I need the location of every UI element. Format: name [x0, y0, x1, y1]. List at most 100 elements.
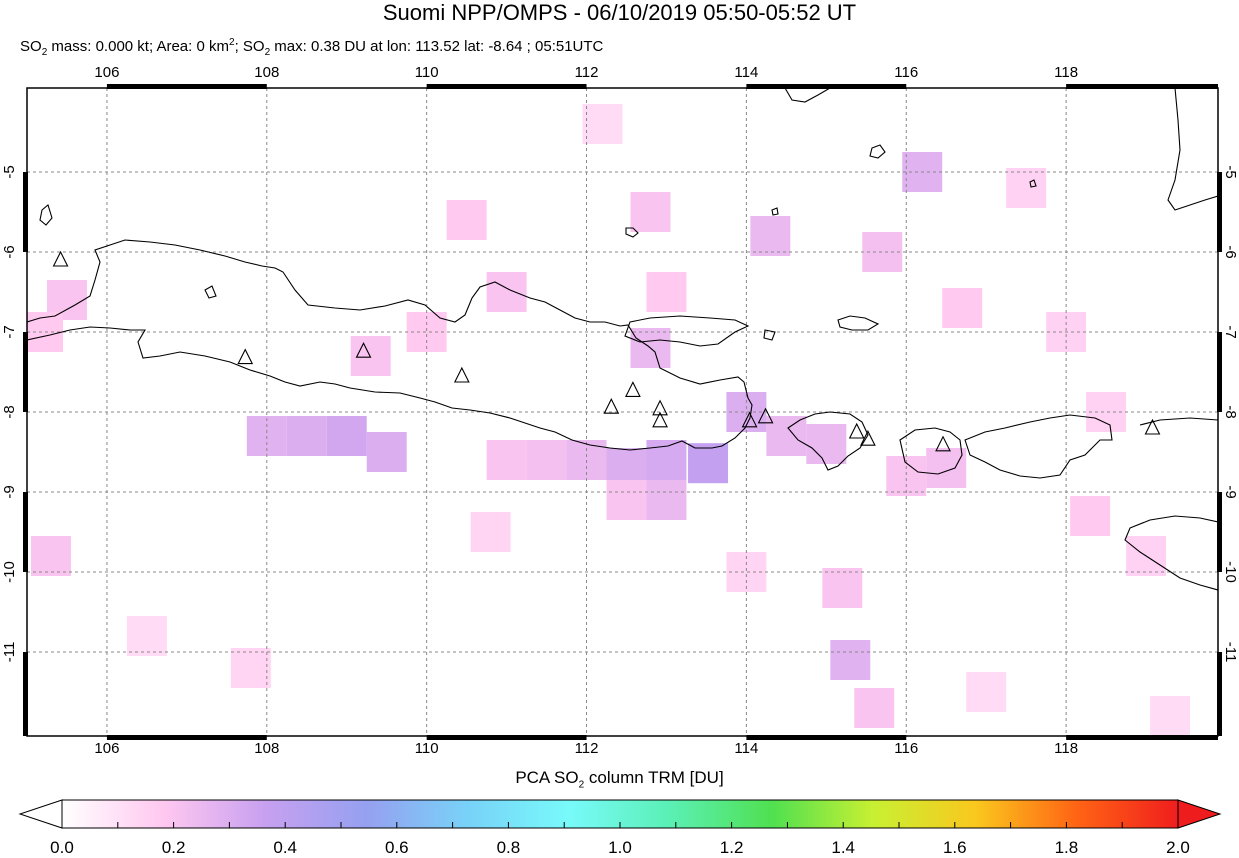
coastline-madura — [624, 315, 750, 347]
lon-tick-label: 110 — [415, 64, 439, 81]
lon-tick-label: 116 — [894, 64, 918, 81]
lon-tick-label: 112 — [575, 64, 599, 81]
frame-bar — [1217, 492, 1222, 572]
lat-tick-label: -7 — [1222, 325, 1239, 338]
coastline-island-5 — [1029, 179, 1037, 188]
volcano-icon — [355, 341, 372, 358]
volcano-icon — [603, 397, 620, 414]
frame-bar — [106, 84, 267, 89]
colorbar-label: 1.0 — [608, 838, 632, 857]
volcano-icon — [757, 407, 774, 424]
lon-tick-label: 118 — [1054, 64, 1078, 81]
frame-bar — [23, 332, 28, 412]
colorbar-label: 0.6 — [384, 838, 409, 857]
so2-cell — [942, 288, 983, 328]
lat-tick-label: -10 — [1, 561, 18, 583]
lon-tick-label: 106 — [94, 740, 119, 757]
so2-cell — [470, 512, 511, 552]
colorbar-label: 0.2 — [161, 838, 186, 857]
map-gridlines — [27, 88, 1218, 736]
so2-cell — [366, 432, 407, 472]
coastline-island-2 — [204, 285, 217, 299]
coastline-island-6 — [771, 207, 779, 216]
frame-bar — [106, 735, 267, 740]
frame-bar — [746, 735, 907, 740]
lon-tick-label: 114 — [734, 64, 758, 81]
lat-tick-label: -5 — [1222, 165, 1239, 178]
lat-tick-label: -11 — [1, 642, 18, 663]
so2-cell — [966, 672, 1007, 712]
volcano-icon — [860, 429, 876, 446]
so2-cell — [30, 536, 71, 576]
colorbar-label: 1.2 — [719, 838, 744, 857]
coastline-java — [27, 239, 753, 451]
so2-cell — [486, 272, 527, 312]
colorbar-label: 0.4 — [273, 838, 298, 857]
volcano-icon — [935, 435, 951, 452]
so2-cell — [326, 416, 367, 456]
lat-tick-label: -11 — [1222, 642, 1239, 663]
lon-tick-label: 108 — [254, 740, 279, 757]
frame-bar — [23, 652, 28, 736]
coastline-flores — [1139, 417, 1218, 426]
volcano-icon — [652, 411, 668, 428]
lon-tick-label: 116 — [894, 740, 918, 757]
so2-cell — [1006, 168, 1047, 208]
frame-bar — [1066, 84, 1218, 89]
lat-tick-label: -8 — [1, 405, 18, 418]
so2-cell — [1070, 496, 1111, 536]
so2-cell — [286, 416, 327, 456]
coastline-island-4 — [869, 144, 886, 159]
so2-cell — [606, 480, 647, 520]
colorbar-label: 2.0 — [1166, 838, 1190, 857]
frame-bar — [1217, 652, 1222, 736]
colorbar-label: 1.8 — [1054, 838, 1079, 857]
so2-cell — [1150, 696, 1191, 736]
volcano-icon — [52, 250, 69, 267]
volcano-icon — [453, 366, 470, 383]
volcano-icon — [1144, 418, 1161, 435]
so2-cell — [582, 104, 623, 144]
frame-bar — [426, 84, 587, 89]
coastline-sumbawa — [964, 414, 1113, 479]
lat-tick-label: -7 — [1, 325, 18, 338]
colorbar-label: 0.8 — [496, 838, 521, 857]
colorbar-label: 0.0 — [50, 838, 74, 857]
so2-cell — [688, 443, 729, 484]
so2-cell — [630, 192, 671, 232]
lon-tick-label: 114 — [734, 740, 758, 757]
coastline-bali — [787, 411, 869, 471]
frame-bar — [746, 84, 907, 89]
colorbar-over-arrow — [1177, 799, 1222, 829]
map-subtitle: SO2 mass: 0.000 kt; Area: 0 km2; SO2 max… — [20, 37, 604, 58]
so2-cell — [486, 440, 527, 480]
so2-cell — [822, 568, 863, 608]
frame-bar — [1217, 172, 1222, 252]
so2-cell — [750, 216, 791, 256]
coastline-island-1 — [763, 329, 776, 341]
coastlines — [27, 88, 1218, 591]
coastline-lombok — [899, 427, 963, 475]
colorbar-under-arrow — [18, 799, 63, 829]
volcano-icon — [652, 399, 668, 416]
frame-bar — [1217, 332, 1222, 412]
so2-cell — [646, 272, 687, 312]
lat-tick-label: -9 — [1222, 485, 1239, 498]
frame-bar — [23, 492, 28, 572]
volcano-icon — [848, 422, 865, 439]
so2-cell — [926, 448, 967, 488]
volcano-markers — [52, 250, 1161, 452]
coastline-sulawesi — [1167, 88, 1218, 211]
coastline-bawean — [625, 227, 639, 238]
frame-bar — [426, 735, 587, 740]
so2-cell — [806, 424, 847, 464]
so2-cell — [230, 648, 271, 688]
volcano-icon — [625, 381, 641, 397]
so2-cell — [126, 616, 167, 656]
frame-bar — [1066, 735, 1218, 740]
lon-tick-label: 118 — [1054, 740, 1078, 757]
coastline-kangean — [837, 315, 880, 331]
so2-cell — [526, 440, 567, 480]
volcano-icon — [237, 348, 254, 365]
